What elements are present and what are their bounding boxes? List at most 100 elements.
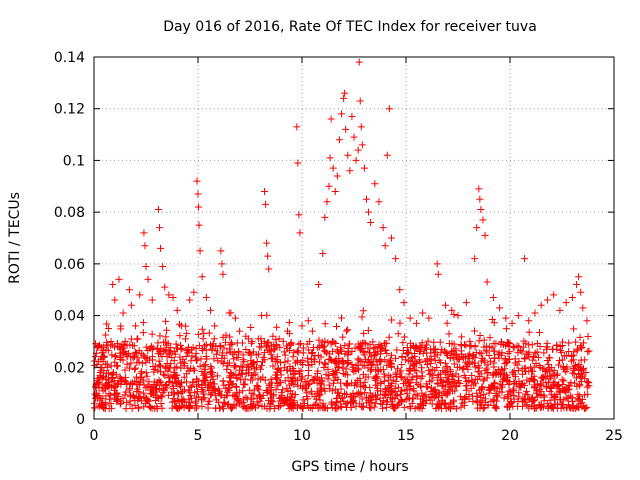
data-point: [299, 396, 307, 404]
data-point: [132, 322, 140, 330]
data-point: [521, 364, 529, 372]
data-point: [172, 340, 180, 348]
data-point: [315, 281, 323, 289]
data-point: [318, 378, 326, 386]
data-point: [168, 379, 176, 387]
data-point: [435, 404, 443, 412]
y-tick-label: 0.02: [54, 360, 85, 376]
data-point: [443, 378, 451, 386]
data-point: [449, 379, 457, 387]
data-point: [318, 338, 326, 346]
data-point: [308, 390, 316, 398]
data-point: [172, 403, 180, 411]
data-point: [267, 355, 275, 363]
data-point: [448, 306, 456, 314]
data-point: [242, 332, 250, 340]
data-point: [250, 364, 258, 372]
data-point: [273, 353, 281, 361]
data-point: [319, 399, 327, 407]
data-point: [547, 373, 555, 381]
data-point: [258, 358, 266, 366]
data-point: [379, 404, 387, 412]
data-point: [324, 365, 332, 373]
data-point: [347, 399, 355, 407]
data-point: [387, 351, 395, 359]
data-point: [125, 286, 133, 294]
data-point: [464, 360, 472, 368]
data-point: [241, 381, 249, 389]
data-point: [179, 388, 187, 396]
data-point: [476, 404, 484, 412]
data-point: [272, 386, 280, 394]
data-point: [545, 364, 553, 372]
data-point: [246, 386, 254, 394]
data-point: [574, 390, 582, 398]
data-point: [323, 349, 331, 357]
data-point: [430, 385, 438, 393]
data-point: [361, 389, 369, 397]
data-point: [471, 255, 479, 263]
data-point: [140, 229, 148, 237]
data-point: [521, 255, 529, 263]
data-point: [244, 405, 252, 413]
data-point: [542, 367, 550, 375]
data-point: [162, 317, 170, 325]
data-point: [103, 320, 111, 328]
data-point: [536, 385, 544, 393]
data-point: [332, 323, 340, 331]
data-point: [426, 370, 434, 378]
data-point: [232, 402, 240, 410]
data-point: [510, 344, 518, 352]
data-point: [208, 373, 216, 381]
data-point: [116, 349, 124, 357]
data-point: [92, 353, 100, 361]
data-point: [504, 391, 512, 399]
data-point: [162, 364, 170, 372]
data-point: [398, 353, 406, 361]
data-point: [579, 304, 587, 312]
data-point: [480, 336, 488, 344]
data-point: [515, 357, 523, 365]
data-point: [428, 393, 436, 401]
data-point: [497, 383, 505, 391]
data-point: [196, 362, 204, 370]
y-tick-label: 0.14: [54, 50, 85, 66]
data-point: [551, 394, 559, 402]
data-point: [409, 361, 417, 369]
data-point: [356, 400, 364, 408]
data-point: [349, 389, 357, 397]
data-point: [143, 372, 151, 380]
data-point: [320, 384, 328, 392]
data-point: [304, 354, 312, 362]
data-point: [242, 393, 250, 401]
data-point: [577, 364, 585, 372]
data-point: [462, 299, 470, 307]
data-point: [320, 363, 328, 371]
data-point: [417, 395, 425, 403]
data-point: [400, 403, 408, 411]
data-point: [403, 375, 411, 383]
data-point: [357, 123, 365, 131]
data-point: [337, 403, 345, 411]
data-point: [221, 400, 229, 408]
data-point: [169, 382, 177, 390]
data-point: [328, 338, 336, 346]
data-point: [556, 388, 564, 396]
data-point: [388, 398, 396, 406]
data-point: [119, 309, 127, 317]
data-point: [406, 314, 414, 322]
data-point: [530, 405, 538, 413]
data-point: [154, 339, 162, 347]
data-point: [269, 362, 277, 370]
data-point: [510, 387, 518, 395]
data-point: [219, 270, 227, 278]
data-point: [197, 396, 205, 404]
data-point: [107, 391, 115, 399]
data-point: [248, 376, 256, 384]
data-point: [470, 327, 478, 335]
data-point: [486, 334, 494, 342]
data-point: [537, 381, 545, 389]
data-point: [577, 374, 585, 382]
data-point: [264, 252, 272, 260]
data-point: [293, 347, 301, 355]
